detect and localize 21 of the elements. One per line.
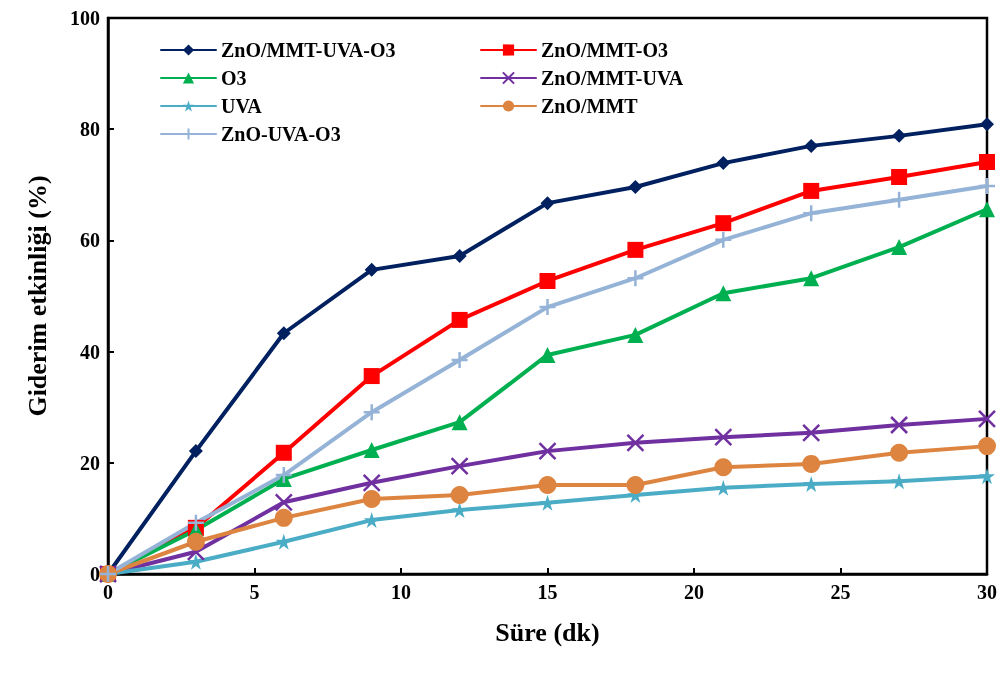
y-tick-label: 20 (80, 451, 100, 474)
legend-label: ZnO/MMT-UVA (541, 67, 684, 89)
legend-label: UVA (221, 95, 263, 117)
y-tick-label: 80 (80, 118, 100, 141)
legend-label: ZnO-UVA-O3 (221, 123, 341, 145)
legend-label: ZnO/MMT-UVA-O3 (221, 39, 396, 61)
x-tick-label: 20 (684, 581, 704, 603)
legend-label: ZnO/MMT-O3 (541, 39, 669, 61)
x-tick-label: 30 (977, 581, 997, 603)
x-tick-label: 25 (830, 581, 851, 603)
x-tick-label: 5 (249, 581, 260, 603)
y-axis-title: Giderim etkinliği (%) (22, 175, 52, 417)
y-tick-label: 100 (70, 7, 100, 29)
x-tick-label: 10 (391, 581, 411, 603)
legend-label: ZnO/MMT (541, 95, 639, 117)
legend-label: O3 (221, 67, 247, 89)
x-axis-title: Süre (dk) (495, 617, 600, 647)
x-tick-label: 15 (537, 581, 558, 603)
y-tick-label: 0 (90, 563, 100, 585)
y-tick-label: 40 (80, 340, 100, 363)
y-tick-label: 60 (80, 229, 100, 252)
